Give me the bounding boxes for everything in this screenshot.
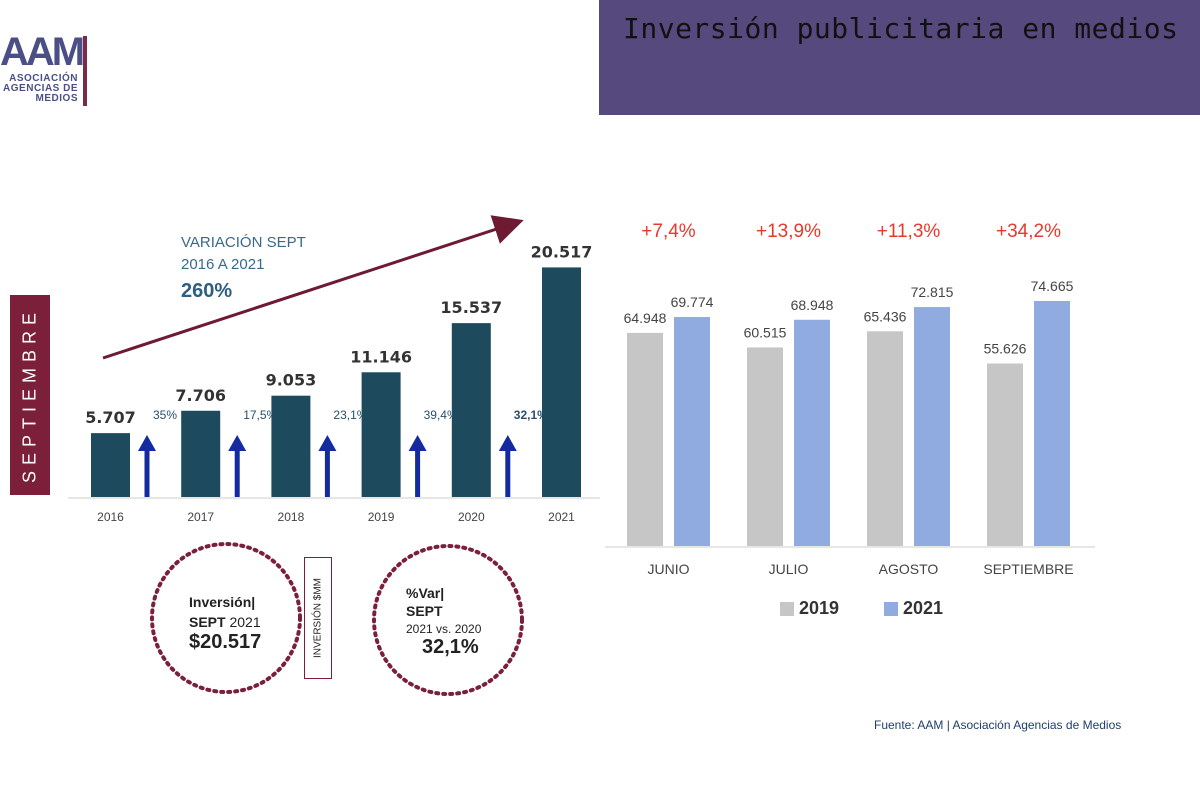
left-x-tick: 2017 xyxy=(187,510,214,524)
investment-unit-text: INVERSIÓN $MM xyxy=(312,577,324,659)
left-bar-value: 7.706 xyxy=(175,386,226,405)
left-bar-value: 15.537 xyxy=(440,298,502,317)
growth-arrow-head xyxy=(408,435,427,451)
left-x-tick: 2019 xyxy=(368,510,395,524)
right-bar xyxy=(914,307,950,546)
right-x-tick: AGOSTO xyxy=(879,561,939,577)
growth-label: 32,1% xyxy=(514,408,548,422)
var-circle-line-2: SEPT xyxy=(406,603,443,619)
growth-arrow-shaft xyxy=(234,449,240,497)
right-bar xyxy=(794,319,830,546)
page-title: Inversión publicitaria en medios xyxy=(623,12,1179,45)
growth-label: 17,5% xyxy=(243,408,277,422)
right-bar-value: 69.774 xyxy=(671,294,714,310)
left-x-tick: 2018 xyxy=(278,510,305,524)
variation-circle-text: %Var| SEPT 2021 vs. 2020 32,1% xyxy=(406,584,482,658)
right-bar-value: 74.665 xyxy=(1031,278,1074,294)
left-bar xyxy=(361,372,401,497)
logo-line-2: AGENCIAS DE xyxy=(3,83,78,94)
variation-caption: VARIACIÓN SEPT 2016 A 2021 xyxy=(181,232,306,276)
growth-arrow-head xyxy=(138,435,156,451)
growth-arrow-shaft xyxy=(144,449,150,497)
investment-circle-text: Inversión| SEPT 2021 $20.517 xyxy=(189,592,261,652)
investment-value: $20.517 xyxy=(189,631,262,653)
logo-divider xyxy=(83,36,87,106)
left-bar xyxy=(181,410,221,497)
left-bar xyxy=(451,323,491,497)
variation-value: 260% xyxy=(181,280,233,302)
growth-arrow-head xyxy=(318,435,337,451)
variation-percent: +13,9% xyxy=(756,221,821,242)
investment-unit-label: INVERSIÓN $MM xyxy=(304,557,332,679)
legend-label-2019: 2019 xyxy=(799,598,840,618)
variation-percent: +7,4% xyxy=(641,221,696,242)
investment-circle xyxy=(150,542,302,694)
trend-arrow xyxy=(102,215,524,360)
right-bar xyxy=(627,332,663,546)
left-bar-value: 20.517 xyxy=(531,242,593,261)
growth-label: 23,1% xyxy=(333,408,367,422)
right-x-tick: JULIO xyxy=(769,561,809,577)
var-circle-value: 32,1% xyxy=(422,636,479,658)
growth-arrow-shaft xyxy=(415,449,421,497)
growth-arrow-head xyxy=(228,435,247,451)
growth-label: 39,4% xyxy=(424,408,458,422)
left-x-tick: 2020 xyxy=(458,510,485,524)
investment-line-2b: 2021 xyxy=(229,614,261,630)
right-bar-value: 72.815 xyxy=(911,284,954,300)
var-circle-line-3: 2021 vs. 2020 xyxy=(406,622,482,636)
right-bar-value: 64.948 xyxy=(624,310,667,326)
right-bar xyxy=(674,317,710,546)
growth-arrow-head xyxy=(498,435,517,451)
left-x-tick: 2016 xyxy=(97,510,124,524)
right-bar-value: 55.626 xyxy=(984,340,1027,356)
left-bar-chart: 5.707 2016 35% 7.706 2017 17,5% 9.053 2018 23,1%… xyxy=(68,242,600,524)
var-circle-line-1: %Var| xyxy=(406,585,445,601)
right-x-tick: JUNIO xyxy=(648,561,690,577)
legend-label-2021: 2021 xyxy=(903,598,944,618)
right-bar-value: 65.436 xyxy=(864,308,907,324)
left-bar-value: 5.707 xyxy=(85,408,136,427)
left-x-tick: 2021 xyxy=(548,510,575,524)
source-note: Fuente: AAM | Asociación Agencias de Med… xyxy=(874,718,1122,732)
variation-line-1: VARIACIÓN SEPT xyxy=(181,234,306,251)
left-bar-value: 11.146 xyxy=(350,347,412,366)
logo-letters: AAM xyxy=(0,30,85,74)
legend-swatch-2021 xyxy=(884,602,898,616)
legend-swatch-2019 xyxy=(780,602,794,616)
investment-line-1: Inversión| xyxy=(189,594,256,610)
right-bar xyxy=(1034,301,1070,546)
header-banner xyxy=(599,0,1200,115)
variation-percent: +11,3% xyxy=(877,221,941,242)
right-bar-value: 60.515 xyxy=(744,324,787,340)
left-bar xyxy=(542,267,581,497)
right-x-tick: SEPTIEMBRE xyxy=(983,561,1073,577)
right-bar-value: 68.948 xyxy=(791,297,834,313)
growth-label: 35% xyxy=(153,408,177,422)
variation-circle xyxy=(372,544,524,696)
left-bar xyxy=(271,395,311,497)
growth-arrow-shaft xyxy=(324,449,330,497)
right-bar xyxy=(867,331,903,546)
investment-line-2a: SEPT xyxy=(189,614,226,630)
variation-line-2: 2016 A 2021 xyxy=(181,256,265,273)
growth-arrow-shaft xyxy=(505,449,511,497)
variation-percent: +34,2% xyxy=(996,221,1061,242)
right-bar xyxy=(747,347,783,546)
left-bar xyxy=(91,433,130,497)
right-bar xyxy=(987,363,1023,546)
logo-line-1: ASOCIACIÓN xyxy=(9,73,78,84)
left-bar-value: 9.053 xyxy=(266,371,317,390)
logo-line-3: MEDIOS xyxy=(35,93,78,104)
logo-subtitle: ASOCIACIÓN AGENCIAS DE MEDIOS xyxy=(0,74,78,104)
side-label-box: SEPTIEMBRE xyxy=(10,295,50,495)
